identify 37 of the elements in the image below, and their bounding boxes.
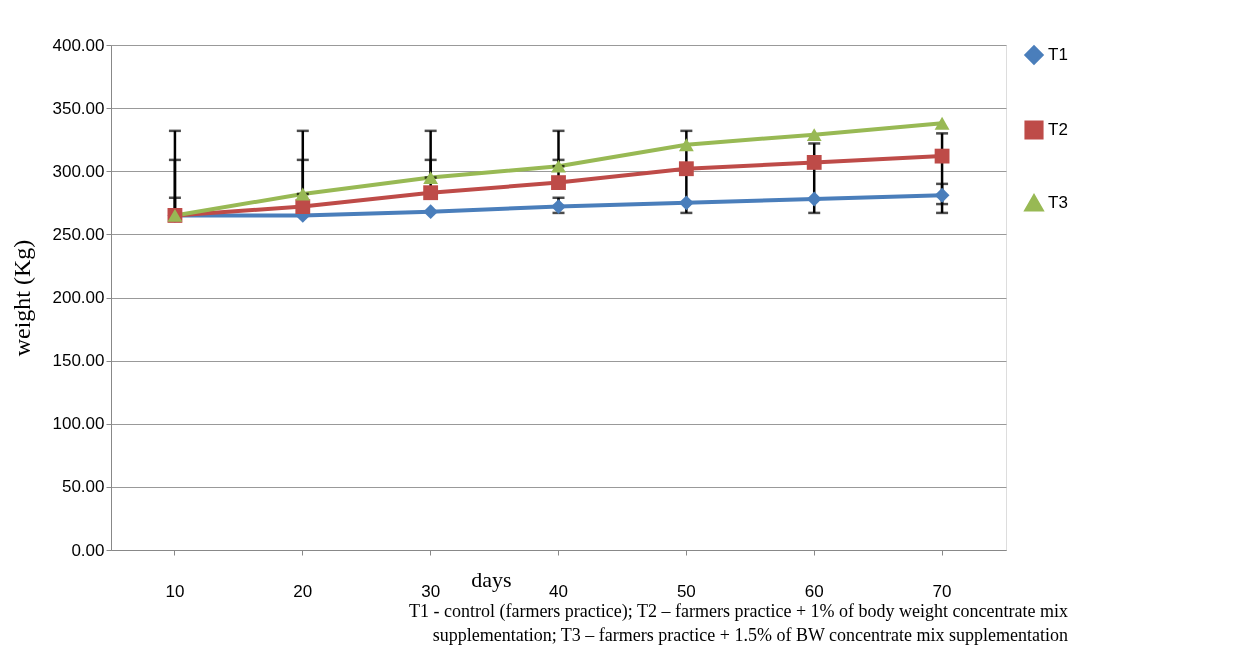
point [934,116,950,130]
point [934,187,950,203]
x-tick-label: 20 [293,581,313,601]
x-tick-label: 60 [804,581,824,601]
y-tick-label: 150.00 [52,351,105,371]
point [295,187,311,201]
point [423,171,439,184]
y-tick-label: 50.00 [61,477,105,497]
legend-label: T3 [1048,193,1068,212]
point [806,191,822,207]
point [678,161,694,177]
point [806,155,822,170]
legend-label: T1 [1048,45,1068,64]
point [423,204,439,220]
legend-label: T2 [1048,120,1068,139]
point [295,199,311,215]
x-axis-title: days [471,566,512,592]
x-tick-label: 30 [421,581,441,601]
point [551,159,566,173]
x-tick-label: 10 [165,581,185,601]
point [551,175,566,191]
x-tick-label: 40 [549,581,568,601]
x-tick-label: 70 [932,581,952,601]
point [678,138,694,152]
y-tick-label: 350.00 [52,98,105,118]
point [423,185,439,201]
y-tick-label: 100.00 [52,414,105,434]
y-tick-label: 250.00 [52,224,105,244]
point [934,148,950,164]
y-tick-label: 0.00 [71,540,105,560]
y-tick-label: 400.00 [52,35,105,55]
y-tick-label: 200.00 [52,288,105,307]
x-tick-label: 50 [676,581,696,601]
text: T1 - control (farmers practice); T2 – farmers practice + 1% of body weight concentrate mix supplementation; T3 – farmers practice + 1.5% of BW concentrate mix supplementation [408,601,1068,645]
point [806,128,822,142]
y-tick-label: 300.00 [52,161,105,181]
y-axis-title: weight (Kg) [8,239,35,357]
